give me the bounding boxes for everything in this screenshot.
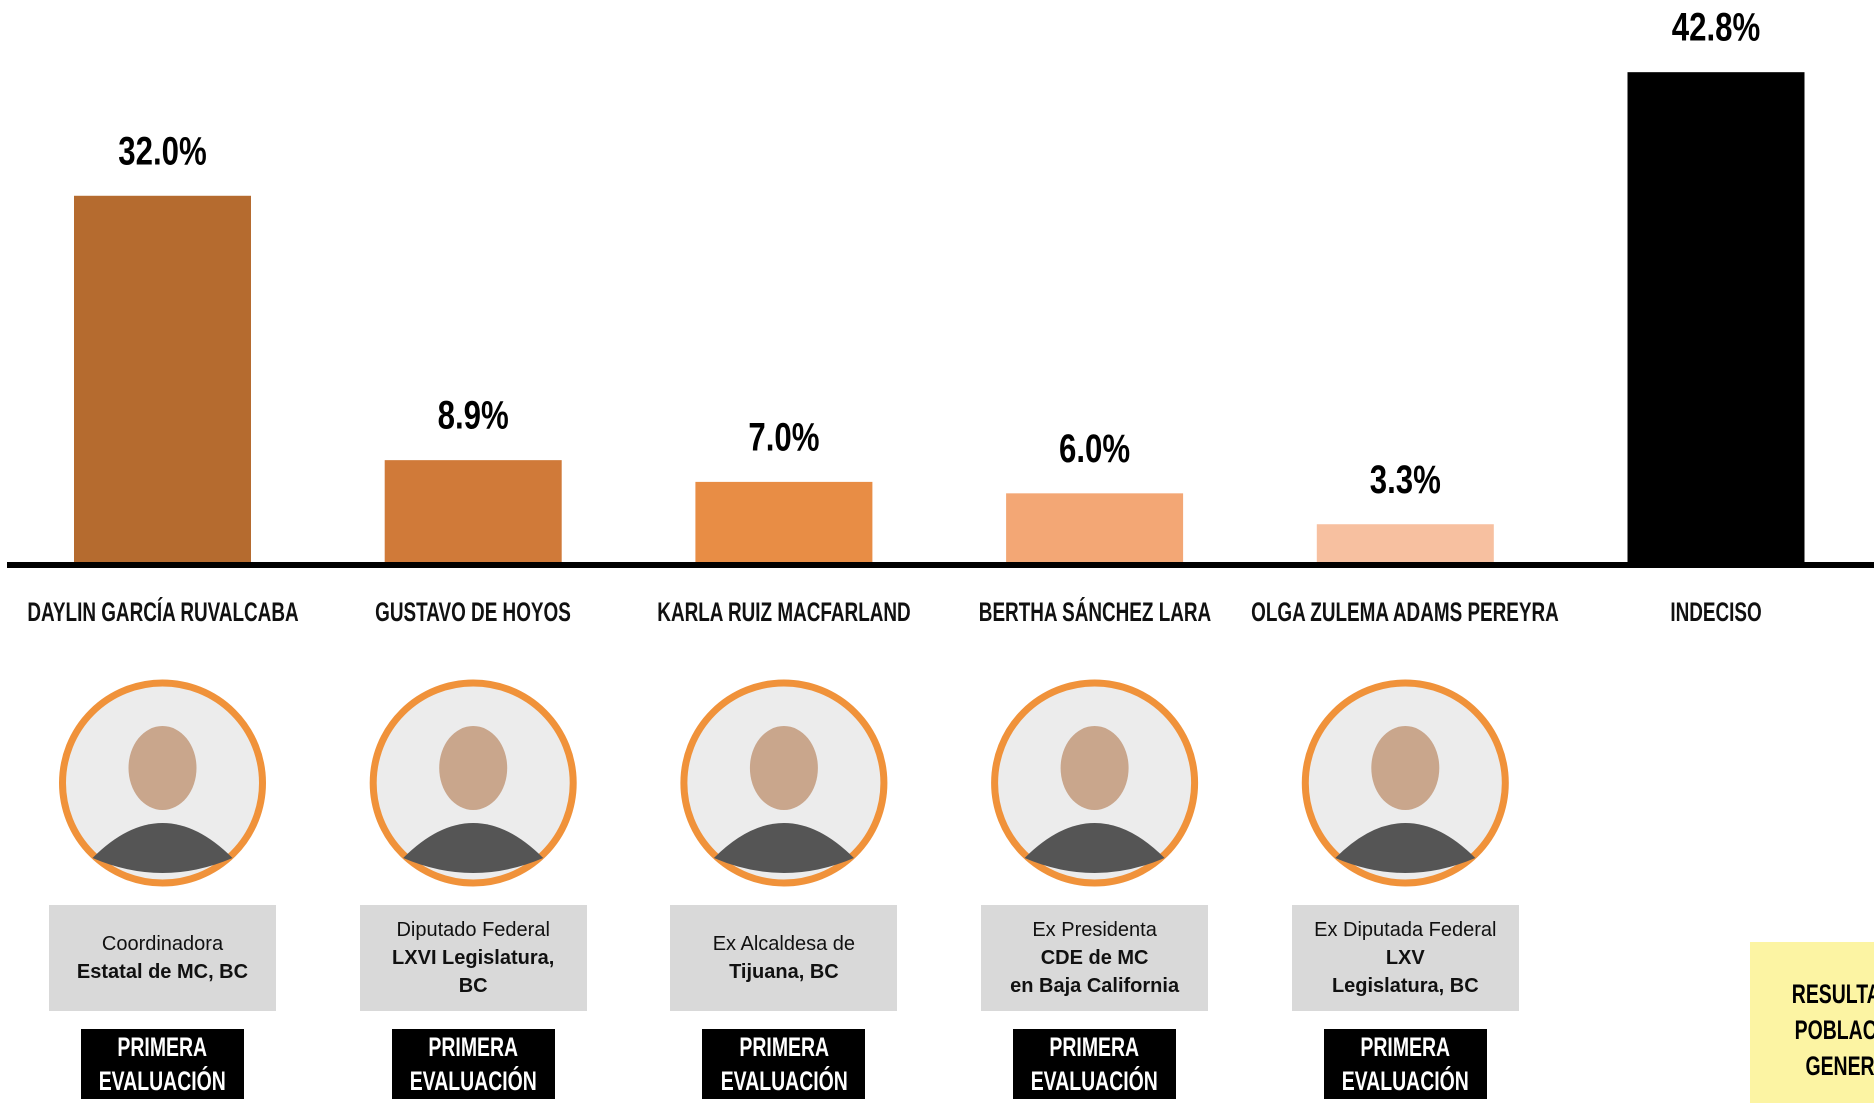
description-box: Diputado Federal LXVI Legislatura, BC [359, 905, 587, 1011]
photo-head [128, 726, 197, 810]
photo [680, 679, 888, 887]
bar [384, 460, 562, 562]
note-line: RESULTADOS [1791, 979, 1874, 1009]
value-label: 6.0% [1059, 426, 1130, 471]
value-label: 32.0% [118, 129, 206, 174]
value-label: 8.9% [438, 393, 509, 438]
badge: PRIMERA EVALUACIÓN [1323, 1029, 1487, 1099]
role: Ex Diputada Federal [1314, 919, 1497, 941]
note-text: RESULTADOS POBLACIÓN GENERAL [1768, 976, 1874, 1084]
badge-text: EVALUACIÓN [1031, 1066, 1159, 1096]
detail: LXVI Legislatura, [392, 947, 555, 969]
category-label: DAYLIN GARCÍA RUVALCABA [26, 597, 299, 627]
category-label: GUSTAVO DE HOYOS [375, 597, 572, 627]
bar [1316, 524, 1494, 562]
value-label: 7.0% [748, 415, 819, 460]
badge-text: EVALUACIÓN [409, 1066, 537, 1096]
detail: CDE de MC [1040, 947, 1149, 969]
badge: PRIMERA EVALUACIÓN [702, 1029, 866, 1099]
detail: BC [458, 975, 488, 997]
badge-text: PRIMERA [1360, 1032, 1451, 1062]
bar [695, 481, 873, 562]
bar [1006, 493, 1184, 562]
note-line: GENERAL [1805, 1051, 1874, 1081]
badge-text: PRIMERA [1049, 1032, 1140, 1062]
photo-body [403, 823, 544, 873]
photo-body [92, 823, 233, 873]
role: Ex Alcaldesa de [712, 933, 856, 955]
photo [369, 679, 577, 887]
role: Diputado Federal [396, 919, 550, 941]
description-box: Ex Diputada Federal LXV Legislatura, BC [1291, 905, 1519, 1011]
description-box: Ex Alcaldesa de Tijuana, BC [670, 905, 898, 1011]
value-label: 42.8% [1672, 5, 1760, 50]
photo [59, 679, 266, 887]
badge-text: EVALUACIÓN [720, 1066, 848, 1096]
detail: Legislatura, BC [1331, 975, 1479, 997]
photo-body [1335, 823, 1476, 873]
category-label: BERTHA SÁNCHEZ LARA [978, 597, 1211, 627]
photo-body [713, 823, 854, 873]
badge-text: EVALUACIÓN [98, 1066, 227, 1096]
photo-body [1024, 823, 1165, 873]
detail: Estatal de MC, BC [76, 961, 249, 983]
detail: Tijuana, BC [729, 961, 839, 983]
value-label: 3.3% [1370, 457, 1441, 502]
badge-text: PRIMERA [117, 1032, 208, 1062]
category-label: KARLA RUIZ MACFARLAND [657, 597, 911, 627]
role: Ex Presidenta [1032, 919, 1157, 941]
photo-head [749, 726, 818, 810]
role: Coordinadora [101, 933, 224, 955]
photo-head [1371, 726, 1440, 810]
badge-text: PRIMERA [428, 1032, 519, 1062]
badge: PRIMERA EVALUACIÓN [391, 1029, 555, 1099]
badge-text: PRIMERA [739, 1032, 829, 1062]
category-label: INDECISO [1670, 597, 1762, 627]
description-box: Ex Presidenta CDE de MC en Baja California [981, 905, 1209, 1011]
category-label: OLGA ZULEMA ADAMS PEREYRA [1251, 597, 1560, 627]
bar [1627, 72, 1805, 562]
photo-head [439, 726, 508, 810]
detail: en Baja California [1010, 975, 1180, 997]
badge-text: EVALUACIÓN [1341, 1066, 1469, 1096]
photo [1301, 679, 1509, 887]
photo [991, 679, 1199, 887]
bar [74, 195, 251, 562]
note-box: RESULTADOS POBLACIÓN GENERAL [1750, 942, 1874, 1103]
note-line: POBLACIÓN [1794, 1015, 1874, 1045]
photo-head [1060, 726, 1129, 810]
badge: PRIMERA EVALUACIÓN [81, 1029, 244, 1099]
badge: PRIMERA EVALUACIÓN [1013, 1029, 1177, 1099]
detail: LXV [1385, 947, 1425, 969]
description-box: Coordinadora Estatal de MC, BC [49, 905, 276, 1011]
